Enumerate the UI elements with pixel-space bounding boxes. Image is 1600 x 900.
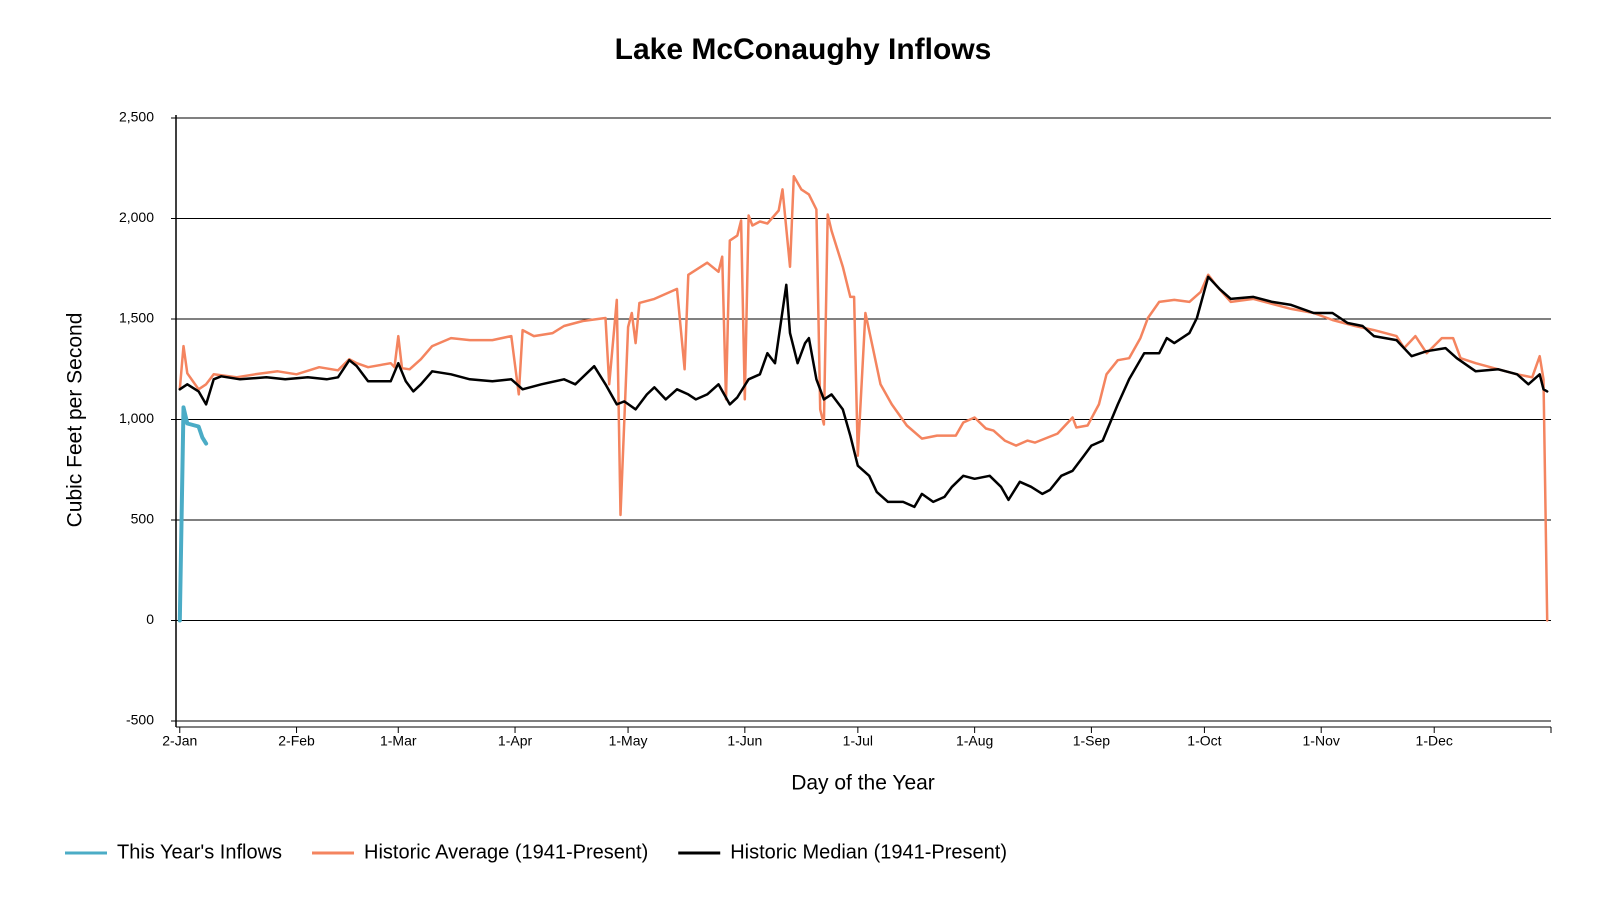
y-tick-label: 500 — [131, 511, 155, 527]
x-tick-label: 2-Jan — [162, 733, 197, 749]
x-axis-title: Day of the Year — [791, 772, 935, 795]
legend-label: This Year's Inflows — [117, 841, 282, 863]
chart-title: Lake McConaughy Inflows — [615, 33, 992, 66]
y-tick-label: 2,500 — [119, 109, 154, 125]
y-tick-label: -500 — [126, 712, 154, 728]
x-tick-label: 1-May — [609, 733, 648, 749]
x-tick-label: 1-Apr — [498, 733, 533, 749]
y-tick-label: 2,000 — [119, 209, 154, 225]
series-line — [178, 175, 1549, 622]
x-tick-label: 1-Aug — [956, 733, 993, 749]
y-tick-label: 1,000 — [119, 410, 154, 426]
series-line — [178, 275, 1549, 509]
x-tick-label: 1-Dec — [1416, 733, 1453, 749]
x-tick-label: 1-Jul — [843, 733, 873, 749]
legend-item: This Year's Inflows — [65, 841, 282, 863]
y-tick-label: 1,500 — [119, 310, 154, 326]
x-tick-label: 1-Oct — [1187, 733, 1221, 749]
legend-item: Historic Average (1941-Present) — [312, 841, 648, 863]
x-tick-label: 1-Mar — [380, 733, 417, 749]
x-tick-label: 2-Feb — [278, 733, 315, 749]
x-tick-label: 1-Sep — [1073, 733, 1111, 749]
legend-label: Historic Average (1941-Present) — [364, 841, 648, 863]
legend-label: Historic Median (1941-Present) — [730, 841, 1007, 863]
y-tick-label: 0 — [146, 611, 154, 627]
series-line — [177, 405, 209, 623]
x-tick-label: 1-Nov — [1303, 733, 1340, 749]
y-axis-title: Cubic Feet per Second — [64, 313, 87, 528]
legend-item: Historic Median (1941-Present) — [678, 841, 1007, 863]
x-tick-label: 1-Jun — [727, 733, 762, 749]
